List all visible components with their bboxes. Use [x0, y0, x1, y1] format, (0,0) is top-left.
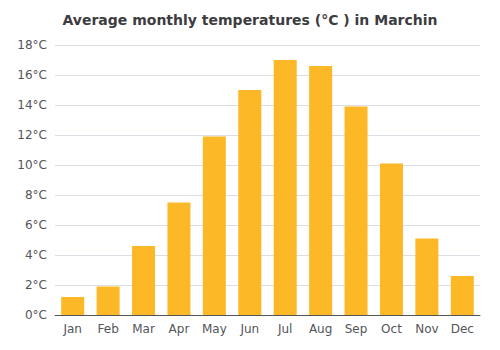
svg-text:Feb: Feb — [98, 322, 119, 336]
svg-text:4°C: 4°C — [25, 248, 47, 262]
svg-text:Jan: Jan — [62, 322, 82, 336]
svg-text:18°C: 18°C — [17, 38, 47, 52]
svg-text:16°C: 16°C — [17, 68, 47, 82]
svg-text:10°C: 10°C — [17, 158, 47, 172]
svg-text:Oct: Oct — [381, 322, 402, 336]
svg-text:Jun: Jun — [239, 322, 259, 336]
svg-text:2°C: 2°C — [25, 278, 47, 292]
svg-text:14°C: 14°C — [17, 98, 47, 112]
svg-text:Mar: Mar — [132, 322, 155, 336]
svg-text:Apr: Apr — [169, 322, 190, 336]
svg-text:Aug: Aug — [309, 322, 332, 336]
svg-text:Sep: Sep — [345, 322, 368, 336]
svg-text:8°C: 8°C — [25, 188, 47, 202]
svg-text:12°C: 12°C — [17, 128, 47, 142]
svg-text:Jul: Jul — [277, 322, 292, 336]
svg-text:Dec: Dec — [451, 322, 474, 336]
svg-text:0°C: 0°C — [25, 308, 47, 322]
svg-text:6°C: 6°C — [25, 218, 47, 232]
svg-text:Nov: Nov — [415, 322, 438, 336]
svg-text:Average monthly temperatures (: Average monthly temperatures (°C ) in Ma… — [62, 12, 437, 28]
svg-text:May: May — [202, 322, 227, 336]
